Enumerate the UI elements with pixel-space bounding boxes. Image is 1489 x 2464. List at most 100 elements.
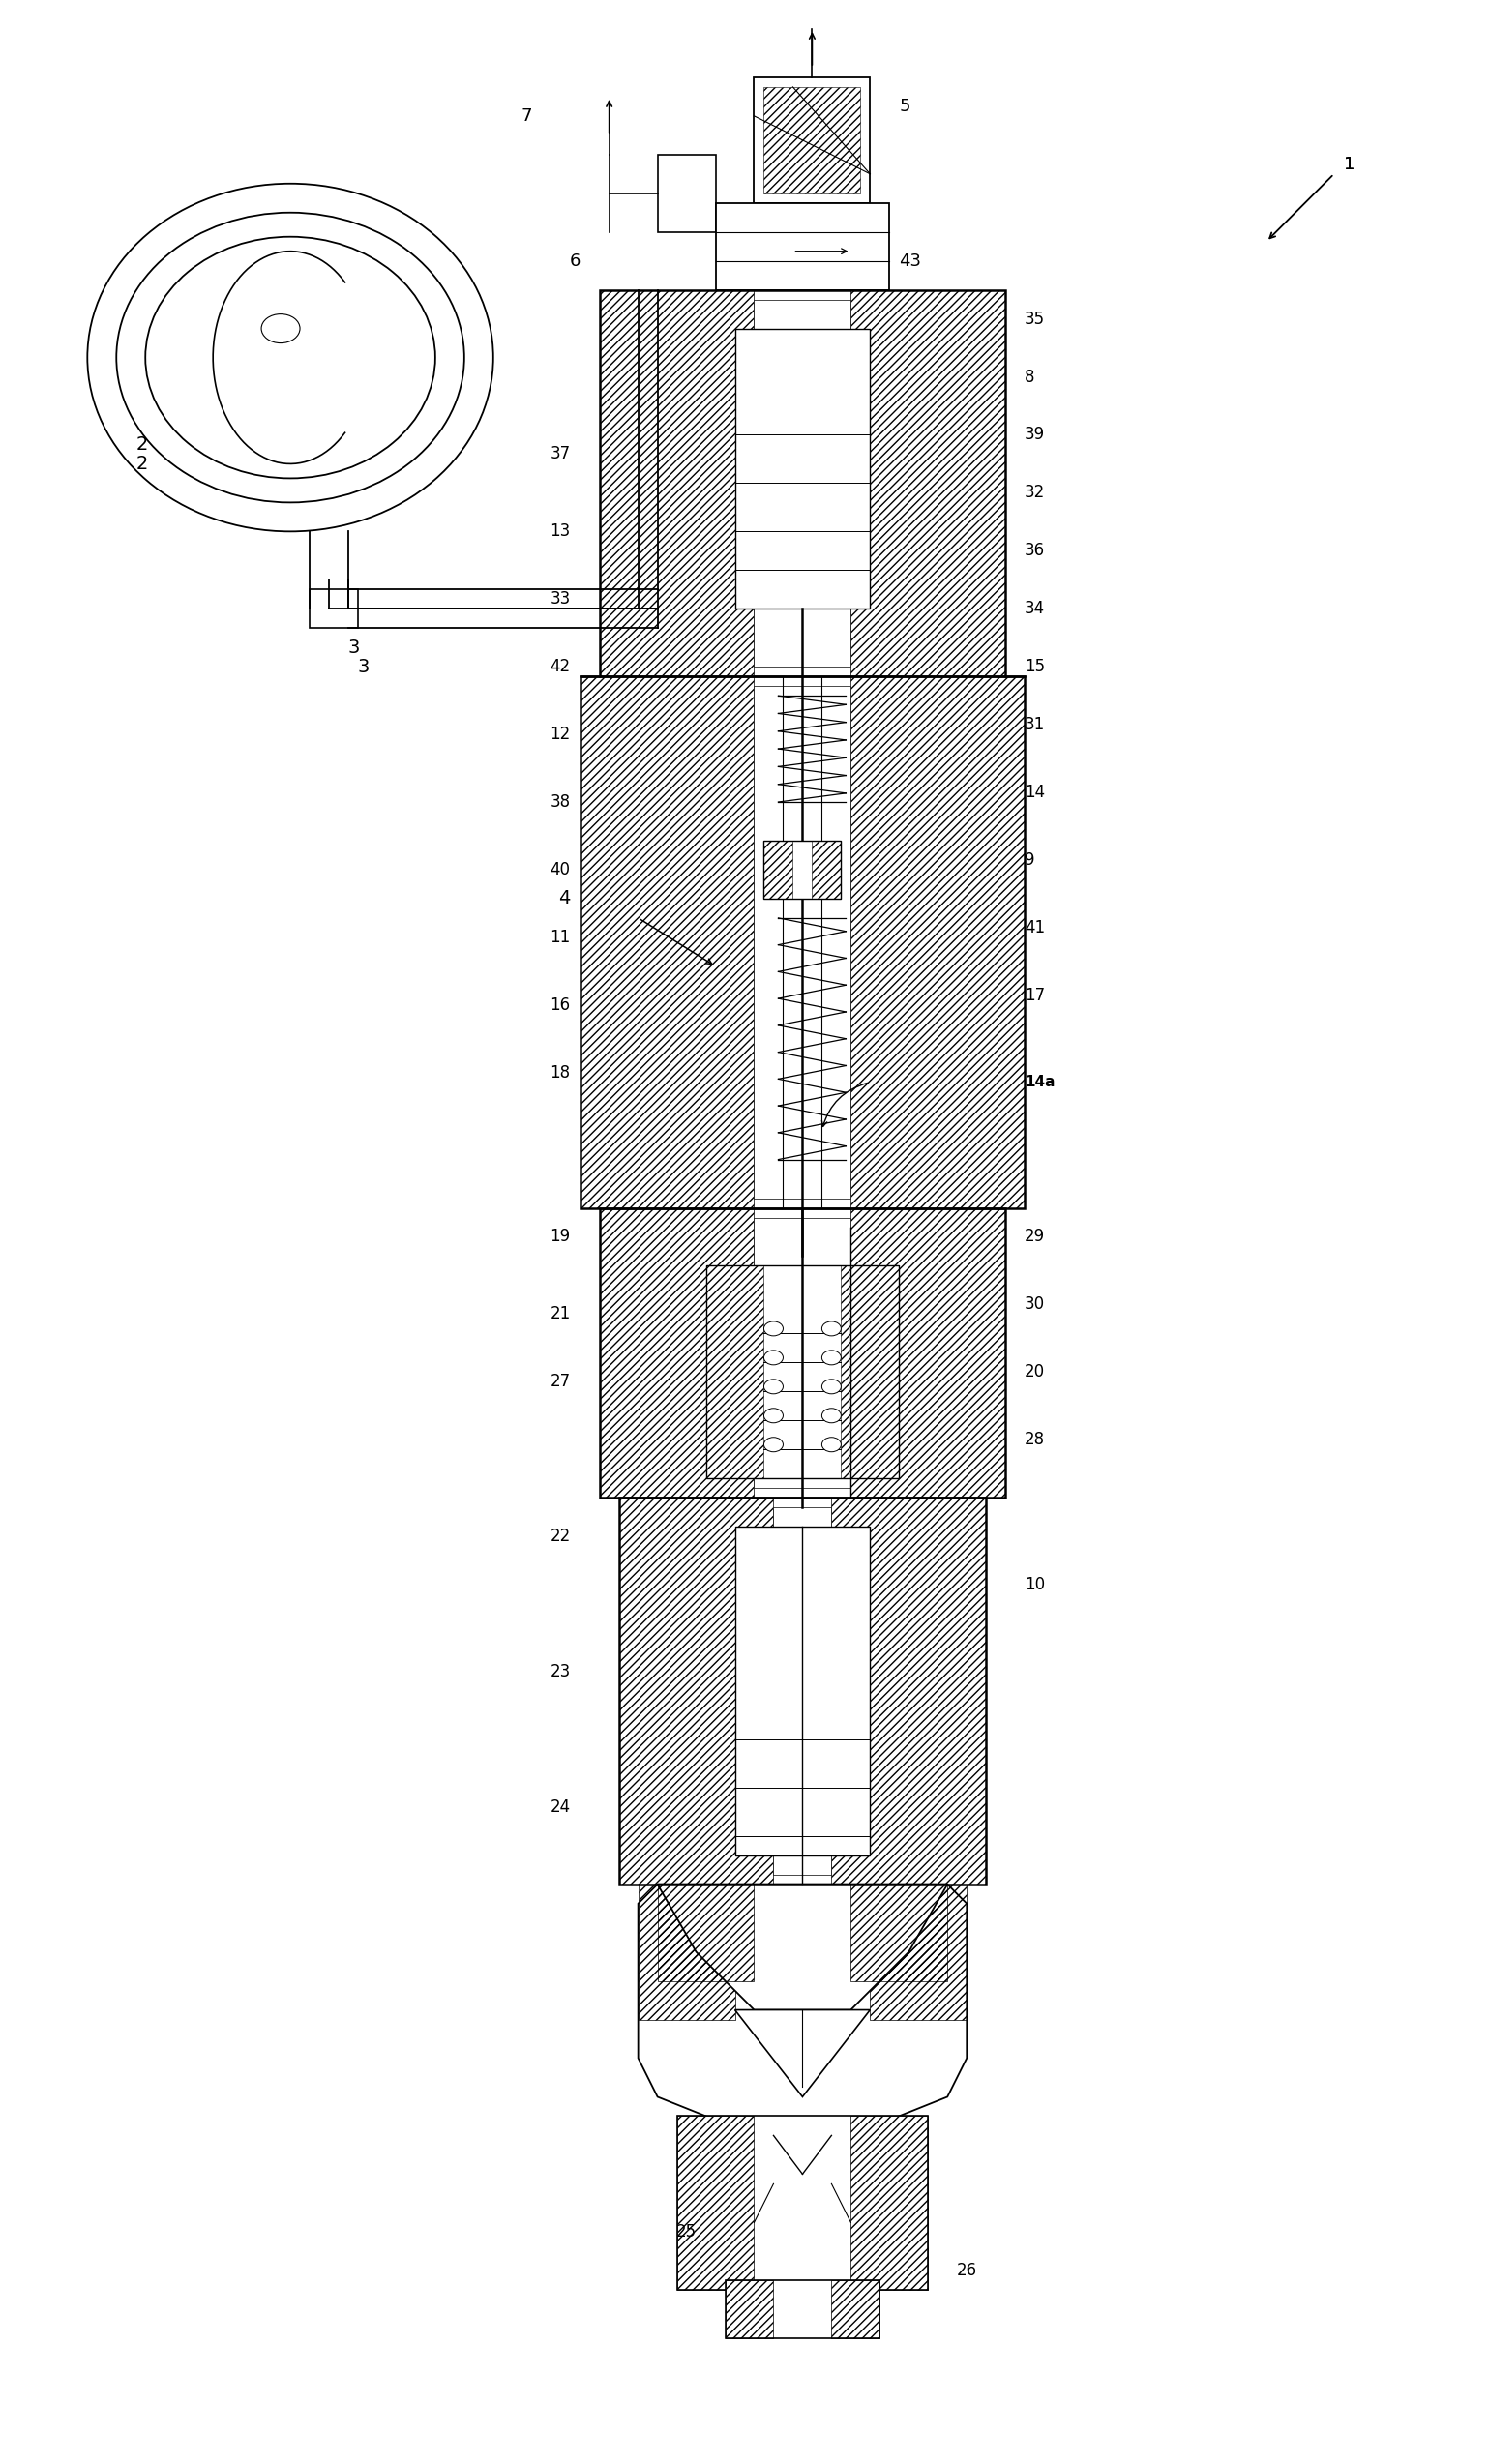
Polygon shape bbox=[736, 2011, 870, 2097]
Ellipse shape bbox=[764, 1380, 783, 1395]
Bar bbox=[841, 1266, 899, 1478]
Text: 1: 1 bbox=[1343, 155, 1355, 172]
Text: 14a: 14a bbox=[1024, 1074, 1056, 1089]
Bar bbox=[677, 2117, 753, 2289]
Text: 35: 35 bbox=[1024, 310, 1045, 328]
Text: 29: 29 bbox=[1024, 1227, 1045, 1244]
Text: 21: 21 bbox=[549, 1306, 570, 1323]
Text: 34: 34 bbox=[1024, 601, 1045, 618]
Polygon shape bbox=[658, 1885, 947, 2011]
Bar bbox=[764, 840, 792, 899]
Text: 25: 25 bbox=[676, 2223, 697, 2240]
Bar bbox=[600, 1207, 1005, 1498]
Text: 43: 43 bbox=[899, 251, 922, 269]
Text: 31: 31 bbox=[1024, 717, 1045, 734]
Text: 7: 7 bbox=[521, 108, 532, 126]
Text: 20: 20 bbox=[1024, 1363, 1045, 1380]
Text: 11: 11 bbox=[549, 929, 570, 946]
Bar bbox=[619, 1498, 773, 1885]
Bar bbox=[841, 1266, 899, 1478]
Bar bbox=[706, 1266, 764, 1478]
Bar bbox=[600, 291, 1005, 678]
Bar bbox=[658, 1885, 753, 1981]
Bar bbox=[600, 1207, 753, 1498]
Bar bbox=[812, 840, 841, 899]
Bar bbox=[581, 678, 753, 1207]
Text: 18: 18 bbox=[549, 1064, 570, 1082]
Bar bbox=[677, 2117, 928, 2289]
Text: 40: 40 bbox=[551, 860, 570, 877]
Bar bbox=[850, 678, 1024, 1207]
Text: 2: 2 bbox=[135, 456, 147, 473]
Bar bbox=[706, 1266, 764, 1478]
Bar bbox=[639, 1885, 736, 2020]
Text: 13: 13 bbox=[549, 522, 570, 540]
Bar bbox=[753, 301, 850, 668]
Ellipse shape bbox=[764, 1350, 783, 1365]
Text: 3: 3 bbox=[357, 658, 369, 675]
Text: 38: 38 bbox=[549, 793, 570, 811]
Text: 26: 26 bbox=[957, 2262, 978, 2279]
Bar bbox=[831, 1498, 986, 1885]
Bar bbox=[677, 2117, 753, 2289]
Text: 39: 39 bbox=[1024, 426, 1045, 444]
Text: 1: 1 bbox=[1343, 155, 1355, 172]
Text: 10: 10 bbox=[1024, 1577, 1045, 1594]
Bar bbox=[658, 155, 716, 232]
Bar bbox=[773, 1508, 831, 1875]
Bar bbox=[850, 1885, 947, 1981]
Bar bbox=[764, 86, 861, 192]
Ellipse shape bbox=[822, 1380, 841, 1395]
Text: 33: 33 bbox=[549, 591, 570, 609]
Ellipse shape bbox=[764, 1437, 783, 1451]
Bar bbox=[725, 2279, 880, 2338]
Ellipse shape bbox=[88, 185, 493, 532]
Bar bbox=[725, 2279, 773, 2338]
Bar bbox=[581, 678, 753, 1207]
Bar bbox=[850, 2117, 928, 2289]
Bar bbox=[850, 1885, 947, 1981]
Ellipse shape bbox=[822, 1350, 841, 1365]
Bar bbox=[310, 589, 357, 628]
Bar bbox=[706, 1266, 899, 1478]
Bar bbox=[600, 291, 753, 678]
Ellipse shape bbox=[822, 1409, 841, 1422]
Polygon shape bbox=[639, 1885, 966, 2136]
Bar bbox=[619, 1498, 986, 1885]
Bar bbox=[581, 678, 1024, 1207]
Ellipse shape bbox=[822, 1437, 841, 1451]
Bar bbox=[753, 76, 870, 202]
Bar bbox=[831, 1498, 986, 1885]
Text: 17: 17 bbox=[1024, 986, 1045, 1003]
Text: 28: 28 bbox=[1024, 1432, 1045, 1449]
Bar bbox=[870, 1885, 966, 2020]
Text: 2: 2 bbox=[135, 436, 147, 453]
Bar bbox=[619, 1498, 773, 1885]
Ellipse shape bbox=[261, 313, 299, 342]
Bar bbox=[736, 328, 870, 609]
Text: 22: 22 bbox=[549, 1528, 570, 1545]
Text: 16: 16 bbox=[549, 995, 570, 1013]
Bar bbox=[850, 1207, 1005, 1498]
Text: 14: 14 bbox=[1024, 784, 1045, 801]
Bar bbox=[753, 1217, 850, 1488]
Text: 8: 8 bbox=[1024, 367, 1035, 384]
Text: 9: 9 bbox=[1024, 850, 1035, 870]
Bar bbox=[870, 1885, 966, 2020]
Text: 30: 30 bbox=[1024, 1296, 1045, 1313]
Bar bbox=[600, 291, 753, 678]
Text: 4: 4 bbox=[558, 890, 570, 907]
Ellipse shape bbox=[146, 237, 435, 478]
Bar bbox=[725, 2279, 773, 2338]
Bar bbox=[850, 291, 1005, 678]
Bar bbox=[716, 202, 889, 291]
Text: 19: 19 bbox=[549, 1227, 570, 1244]
Bar bbox=[600, 1207, 753, 1498]
Text: 36: 36 bbox=[1024, 542, 1045, 559]
Bar bbox=[753, 685, 850, 1198]
Bar bbox=[639, 1885, 736, 2020]
Text: 6: 6 bbox=[569, 251, 581, 269]
Text: 27: 27 bbox=[549, 1372, 570, 1390]
Text: 32: 32 bbox=[1024, 483, 1045, 503]
Bar bbox=[850, 291, 1005, 678]
